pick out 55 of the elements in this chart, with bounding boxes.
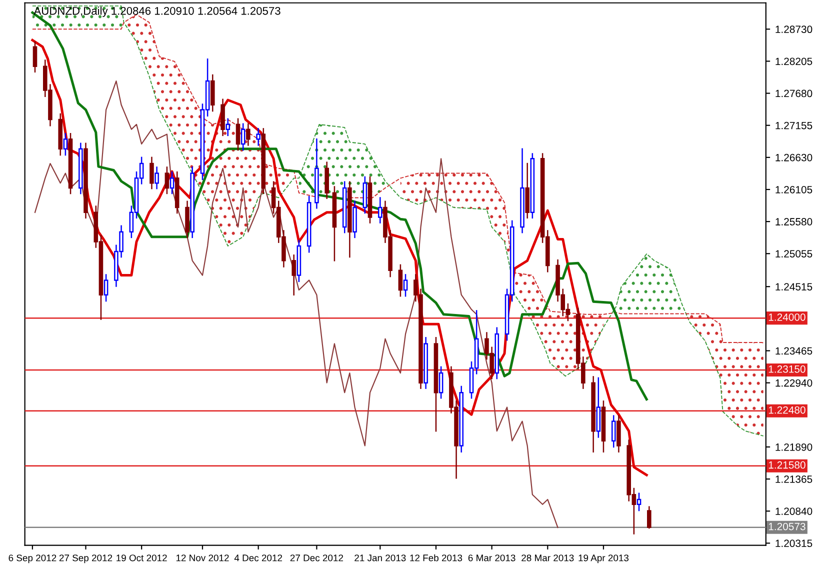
x-tick-label: 19 Oct 2012 (116, 554, 167, 562)
candlestick (636, 492, 642, 512)
x-tick-label: 12 Nov 2012 (176, 554, 229, 562)
candlestick (398, 264, 403, 297)
candlestick (292, 254, 296, 296)
y-tick-label: 1.22940 (776, 379, 812, 387)
candlestick (438, 366, 444, 399)
y-tick-label: 1.26105 (776, 186, 812, 194)
line-series (34, 80, 558, 528)
ref-line-label: 1.20573 (768, 522, 806, 530)
candlestick (210, 74, 215, 112)
candlestick (403, 274, 408, 297)
x-tick-label: 12 Feb 2013 (410, 554, 462, 562)
y-tick-label: 1.21890 (776, 443, 812, 451)
y-tick-label: 1.23465 (776, 347, 812, 355)
x-tick-label: 28 Mar 2013 (522, 554, 574, 562)
candlestick (170, 171, 174, 194)
y-tick-label: 1.28205 (776, 58, 812, 66)
candlestick (647, 506, 652, 529)
annotation: AUDNZD,Daily 1.20846 1.20910 1.20564 1.20573 (34, 6, 280, 18)
candlestick (164, 166, 170, 194)
x-tick-label: 27 Dec 2012 (290, 554, 344, 562)
x-tick-label: 19 Apr 2013 (578, 554, 629, 564)
y-tick-label: 1.26630 (776, 154, 812, 162)
candlestick (596, 377, 601, 438)
ref-line-label: 1.21580 (768, 461, 806, 469)
candlestick (63, 132, 68, 156)
candlestick (32, 41, 38, 73)
y-tick-label: 1.28730 (776, 26, 812, 34)
ref-line-label: 1.24000 (768, 313, 806, 321)
y-tick-label: 1.20315 (776, 540, 812, 548)
x-tick-label: 27 Sep 2012 (59, 554, 112, 564)
x-tick-label: 6 Mar 2013 (468, 554, 516, 562)
ref-line-label: 1.22480 (768, 406, 806, 414)
candlestick (226, 118, 230, 136)
candlestick (378, 197, 382, 224)
y-tick-label: 1.20840 (776, 508, 812, 515)
y-tick-label: 1.24515 (776, 283, 812, 290)
ref-line-label: 1.23150 (768, 365, 806, 373)
y-tick-label: 1.21365 (776, 476, 812, 483)
y-tick-label: 1.27155 (776, 122, 812, 130)
candlestick (611, 415, 616, 448)
x-tick-label: 4 Dec 2012 (234, 554, 282, 562)
candlestick (256, 128, 260, 146)
y-tick-label: 1.27680 (776, 90, 812, 98)
candlestick (154, 166, 159, 190)
candlestick (246, 123, 250, 146)
y-tick-label: 1.25580 (776, 218, 812, 226)
y-tick-label: 1.25055 (776, 250, 812, 258)
x-tick-label: 21 Jan 2013 (354, 554, 406, 562)
candlestick (240, 123, 246, 151)
x-tick-label: 6 Sep 2012 (8, 554, 56, 564)
candlestick (104, 274, 108, 302)
candlestick (236, 118, 240, 151)
candlestick (150, 156, 154, 190)
